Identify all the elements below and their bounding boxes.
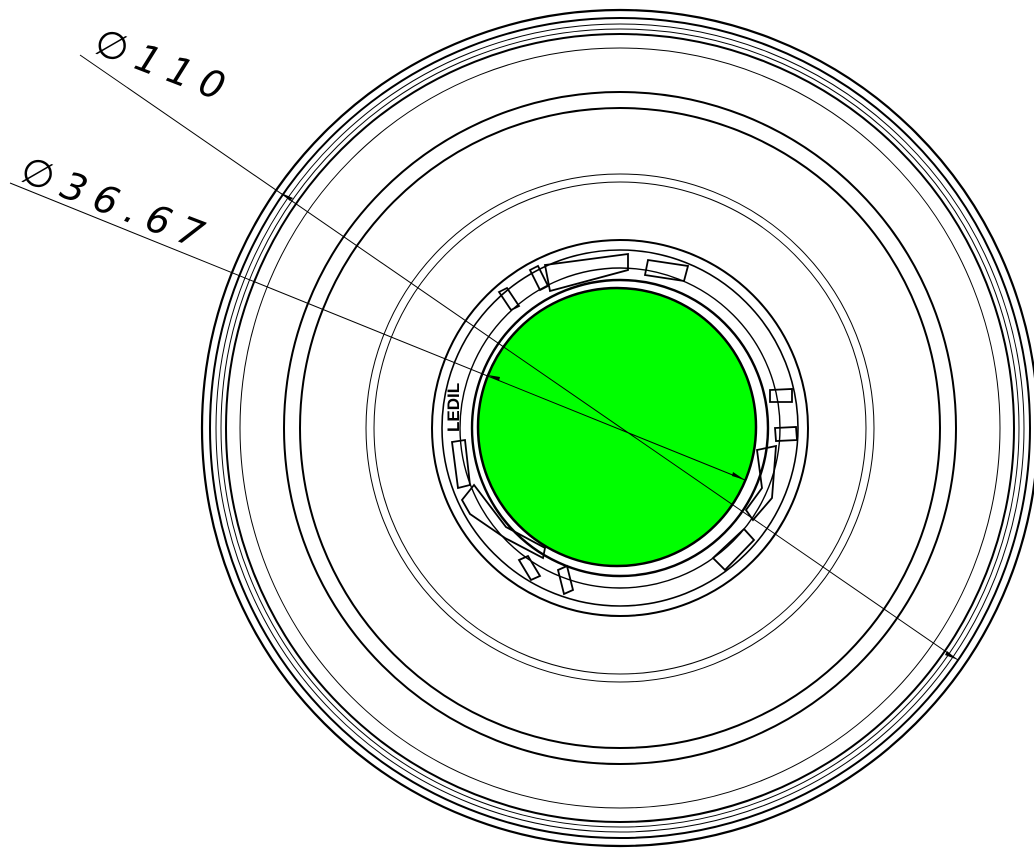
outer-ring-5 — [225, 33, 1015, 823]
holder-ring-rim — [470, 278, 770, 578]
outer-ring-8 — [299, 107, 941, 749]
arrowhead-110-end — [945, 651, 958, 660]
reflector-ring-1 — [365, 173, 875, 683]
arrowhead-110-start — [281, 193, 293, 201]
arrowhead-36-67-end — [732, 472, 745, 480]
holder-ring-inner — [441, 249, 799, 607]
leader-line-36-67 — [9, 182, 746, 481]
leader-line-110 — [79, 54, 959, 661]
reflector-ring-2 — [373, 181, 867, 675]
outer-ring-4 — [220, 28, 1020, 828]
lens-center — [476, 286, 758, 568]
outer-ring-6 — [239, 47, 1001, 809]
outer-ring-2 — [209, 17, 1031, 839]
ledil-logo: LEDIL — [444, 383, 463, 432]
outer-ring-7 — [283, 91, 957, 765]
holder-ring-outer — [431, 239, 809, 617]
arrowhead-36-67-start — [488, 375, 500, 381]
holder-slots — [450, 252, 798, 596]
dimension-label-36-67: ∅36.67 — [15, 147, 219, 260]
outer-ring-1 — [201, 9, 1034, 847]
outer-ring-3 — [215, 23, 1025, 833]
dimension-label-110: ∅110 — [89, 19, 241, 112]
